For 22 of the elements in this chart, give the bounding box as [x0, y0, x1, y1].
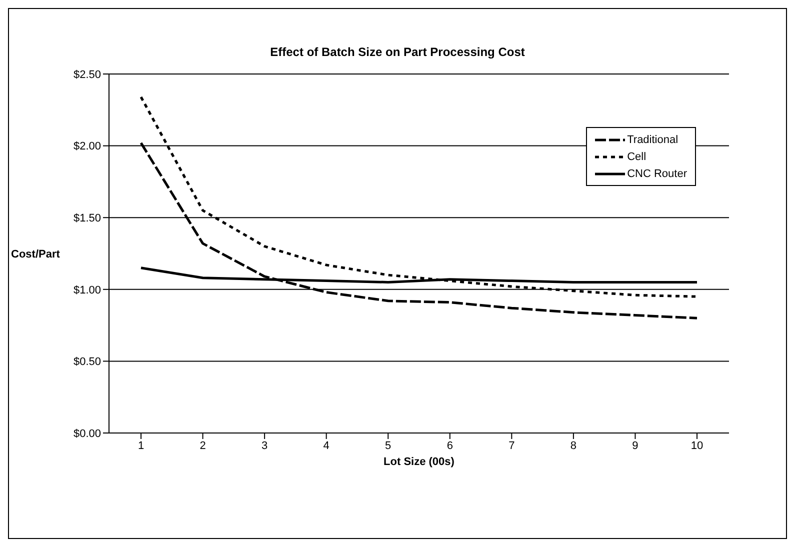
- x-tick-label: 4: [323, 440, 330, 452]
- x-tick-label: 10: [690, 440, 704, 452]
- y-tick-label: $2.50: [73, 68, 101, 81]
- x-axis-title: Lot Size (00s): [384, 456, 455, 468]
- legend-label: Traditional: [627, 134, 678, 146]
- y-tick-label: $1.50: [73, 212, 101, 225]
- x-tick-label: 2: [200, 440, 206, 452]
- x-tick-label: 7: [508, 440, 515, 452]
- y-tick-label: $1.00: [73, 284, 101, 296]
- y-tick-label: $0.50: [73, 356, 101, 368]
- y-tick-label: $2.00: [73, 140, 101, 153]
- y-tick-label: $0.00: [73, 428, 101, 440]
- x-tick-label: 6: [446, 440, 453, 452]
- chart-title: Effect of Batch Size on Part Processing Cost: [269, 45, 526, 59]
- x-tick-label: 9: [632, 440, 638, 452]
- x-tick-label: 3: [261, 440, 268, 452]
- legend-label: Cell: [627, 150, 646, 162]
- legend-label: CNC Router: [627, 168, 687, 180]
- y-axis-title: Cost/Part: [11, 248, 60, 260]
- x-tick-label: 5: [385, 440, 392, 452]
- x-tick-label: 1: [138, 440, 144, 452]
- x-tick-label: 8: [570, 440, 577, 452]
